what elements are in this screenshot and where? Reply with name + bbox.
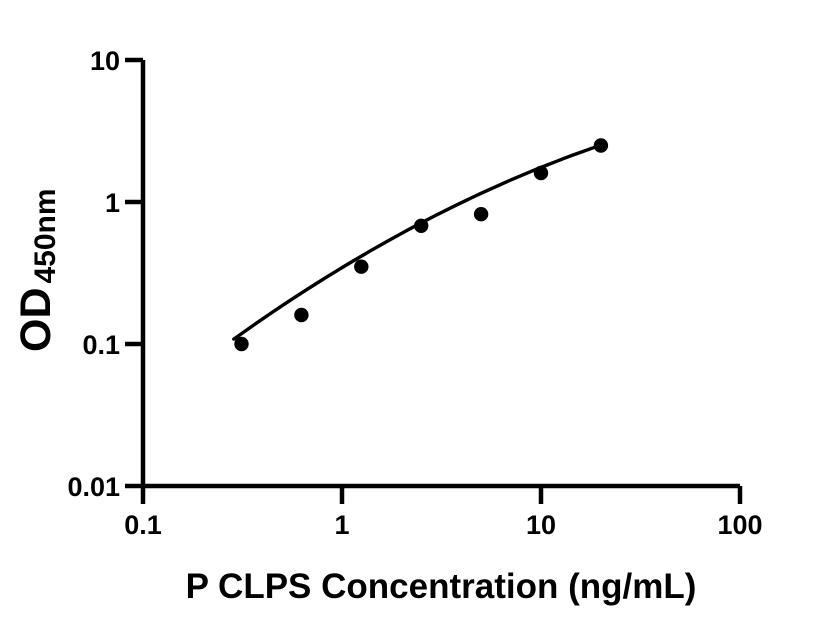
x-tick-label: 10	[526, 510, 556, 540]
x-tick-label: 100	[717, 510, 762, 540]
y-tick-label: 0.1	[82, 330, 120, 360]
y-tick-label: 1	[105, 188, 120, 218]
data-point	[234, 336, 249, 352]
x-axis-title: P CLPS Concentration (ng/mL)	[186, 567, 697, 606]
data-point	[593, 138, 609, 153]
y-tick-label: 10	[90, 46, 120, 76]
data-point	[414, 218, 429, 233]
y-axis-title-subscript: 450nm	[29, 188, 62, 283]
data-point	[473, 207, 489, 222]
y-axis-title-main: OD	[12, 288, 60, 353]
y-axis-title: OD 450nm	[12, 188, 62, 352]
data-point	[533, 165, 549, 181]
axes-frame	[140, 60, 740, 489]
x-axis-ticks: 0.1 1 10 100	[124, 486, 763, 540]
data-points	[234, 138, 609, 352]
x-tick-label: 1	[334, 510, 349, 540]
x-tick-label: 0.1	[124, 510, 162, 540]
y-axis-ticks: 0.01 0.1 1 10	[67, 46, 143, 502]
y-tick-label: 0.01	[67, 472, 120, 502]
data-point	[354, 259, 369, 274]
data-point	[294, 307, 309, 323]
